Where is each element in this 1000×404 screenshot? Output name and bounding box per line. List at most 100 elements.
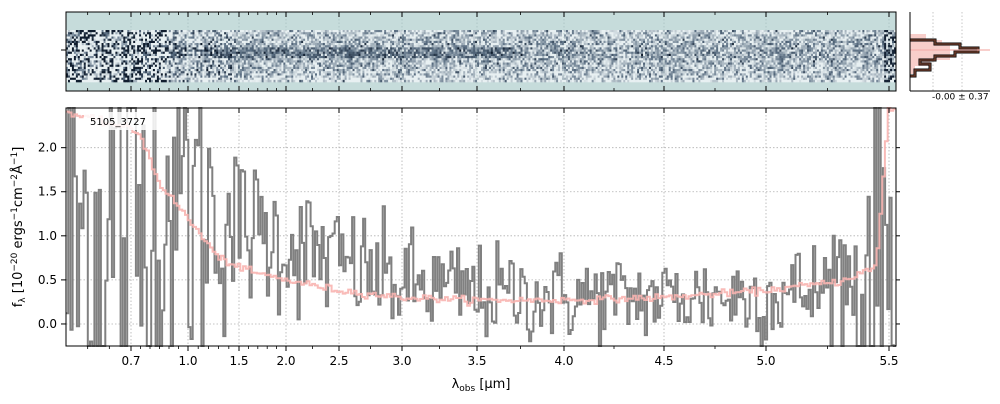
heatmap-cell: [230, 40, 233, 44]
heatmap-cell: [451, 66, 454, 70]
heatmap-cell: [113, 32, 116, 35]
heatmap-cell: [77, 69, 81, 72]
heatmap-cell: [346, 79, 349, 83]
heatmap-cell: [131, 47, 134, 50]
heatmap-cell: [356, 56, 359, 59]
heatmap-cell: [334, 34, 338, 37]
heatmap-cell: [413, 40, 417, 44]
heatmap-cell: [85, 49, 89, 52]
heatmap-cell: [172, 47, 175, 50]
heatmap-cell: [293, 34, 296, 37]
heatmap-cell: [93, 38, 96, 42]
heatmap-cell: [467, 71, 470, 74]
heatmap-cell: [257, 66, 260, 70]
heatmap-cell: [305, 79, 308, 83]
heatmap-cell: [473, 40, 476, 44]
heatmap-cell: [111, 60, 114, 63]
heatmap-cell: [105, 73, 108, 76]
heatmap-cell: [366, 79, 369, 83]
heatmap-cell: [459, 40, 462, 44]
heatmap-cell: [370, 64, 373, 68]
heatmap-cell: [421, 53, 424, 57]
heatmap-cell: [123, 56, 126, 59]
heatmap-cell: [332, 62, 336, 65]
heatmap-cell: [196, 53, 199, 57]
heatmap-cell: [259, 71, 262, 74]
heatmap-cell: [427, 30, 430, 33]
heatmap-cell: [419, 36, 423, 39]
heatmap-cell: [228, 60, 231, 63]
heatmap-cell: [89, 30, 92, 33]
heatmap-cell: [186, 58, 189, 61]
heatmap-cell: [358, 51, 361, 55]
heatmap-cell: [445, 79, 448, 83]
heatmap-cell: [358, 40, 361, 44]
heatmap-cell: [243, 49, 247, 52]
heatmap-cell: [162, 66, 166, 70]
heatmap-cell: [71, 43, 75, 46]
heatmap-cell: [384, 60, 387, 63]
heatmap-cell: [261, 56, 264, 59]
heatmap-cell: [457, 56, 460, 59]
heatmap-cell: [330, 56, 334, 59]
heatmap-cell: [318, 69, 322, 72]
heatmap-cell: [87, 43, 91, 46]
heatmap-cell: [467, 79, 470, 83]
heatmap-cell: [81, 34, 85, 37]
heatmap-cell: [158, 58, 162, 61]
heatmap-cell: [222, 71, 225, 74]
heatmap-cell: [279, 36, 282, 39]
heatmap-cell: [192, 62, 195, 65]
heatmap-cell: [257, 47, 260, 50]
heatmap-cell: [338, 75, 341, 78]
heatmap-cell: [95, 77, 98, 81]
heatmap-cell: [287, 56, 290, 59]
heatmap-cell: [145, 79, 148, 83]
heatmap-cell: [372, 51, 375, 55]
heatmap-cell: [405, 51, 409, 55]
heatmap-cell: [150, 43, 154, 46]
heatmap-cell: [139, 75, 142, 78]
heatmap-cell: [419, 30, 423, 33]
heatmap-cell: [277, 53, 280, 57]
heatmap-cell: [137, 38, 140, 42]
heatmap-cell: [315, 58, 318, 61]
heatmap-cell: [218, 49, 221, 52]
heatmap-cell: [216, 73, 219, 76]
heatmap-cell: [407, 62, 411, 65]
heatmap-cell: [85, 66, 89, 70]
heatmap-cell: [202, 36, 205, 39]
heatmap-cell: [328, 30, 332, 33]
heatmap-cell: [421, 45, 424, 48]
heatmap-cell: [67, 45, 71, 48]
heatmap-cell: [419, 53, 423, 57]
heatmap-cell: [277, 71, 280, 74]
heatmap-cell: [251, 60, 255, 63]
heatmap-cell: [156, 77, 160, 81]
heatmap-cell: [449, 49, 452, 52]
heatmap-cell: [360, 66, 363, 70]
heatmap-cell: [178, 43, 181, 46]
heatmap-cell: [473, 56, 476, 59]
heatmap-cell: [232, 38, 235, 42]
heatmap-cell: [348, 43, 351, 46]
heatmap-cell: [435, 53, 438, 57]
heatmap-cell: [320, 71, 324, 74]
heatmap-cell: [208, 49, 211, 52]
heatmap-cell: [324, 38, 328, 42]
heatmap-cell: [115, 66, 118, 70]
heatmap-cell: [79, 58, 83, 61]
heatmap-cell: [89, 69, 92, 72]
heatmap-cell: [473, 71, 476, 74]
heatmap-cell: [431, 43, 434, 46]
heatmap-cell: [469, 56, 472, 59]
heatmap-cell: [354, 64, 357, 68]
heatmap-cell: [85, 79, 89, 83]
heatmap-cell: [133, 66, 136, 70]
heatmap-cell: [297, 73, 300, 76]
heatmap-cell: [245, 30, 249, 33]
heatmap-cell: [81, 56, 85, 59]
heatmap-cell: [194, 64, 197, 68]
heatmap-cell: [170, 32, 174, 35]
heatmap-cell: [453, 73, 456, 76]
